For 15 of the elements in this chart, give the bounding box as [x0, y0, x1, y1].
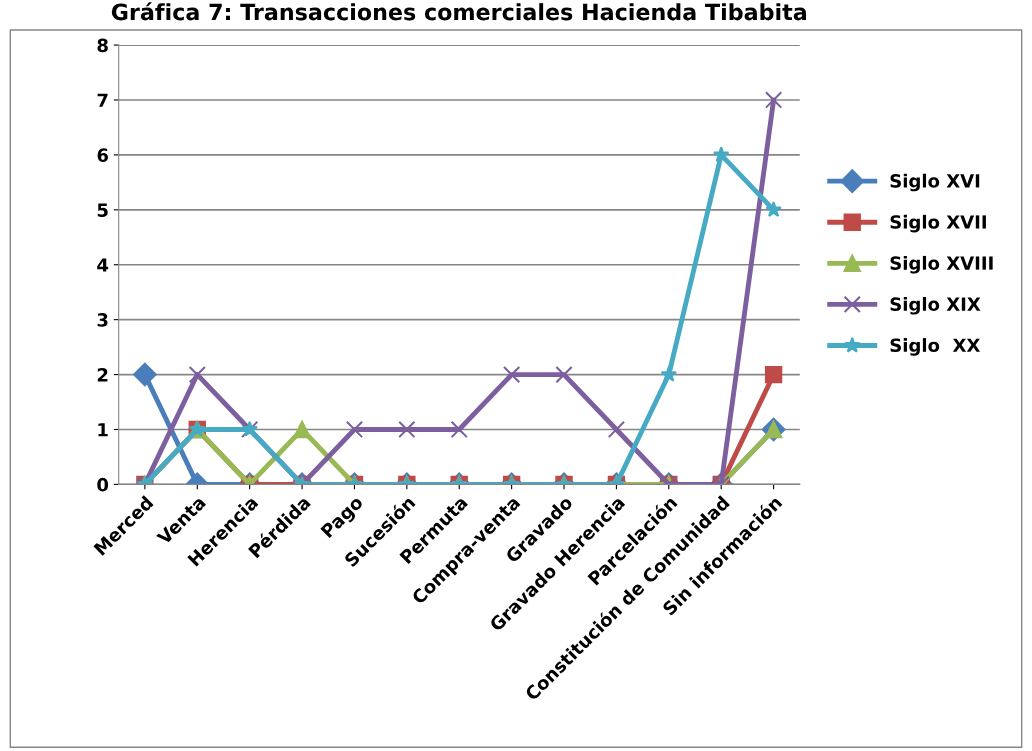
y-tick-label: 4 — [97, 258, 109, 272]
y-tick-label: 1 — [98, 423, 108, 437]
legend-label: Siglo XVI — [890, 173, 980, 192]
y-tick-label: 7 — [97, 93, 108, 107]
legend-label: Siglo XX — [890, 338, 981, 356]
y-tick-label: 8 — [97, 38, 108, 53]
y-tick-label: 3 — [97, 313, 108, 327]
chart-title: Gráfica 7: Transacciones comerciales Hacienda Tibabita — [111, 2, 807, 21]
legend-label: Siglo XVIII — [890, 255, 993, 274]
legend-label: Siglo XIX — [890, 297, 981, 315]
y-tick-label: 5 — [97, 203, 108, 217]
y-tick-label: 6 — [97, 148, 108, 163]
y-tick-label: 0 — [97, 477, 109, 492]
y-tick-label: 2 — [97, 368, 108, 382]
legend-label: Siglo XVII — [890, 214, 986, 233]
